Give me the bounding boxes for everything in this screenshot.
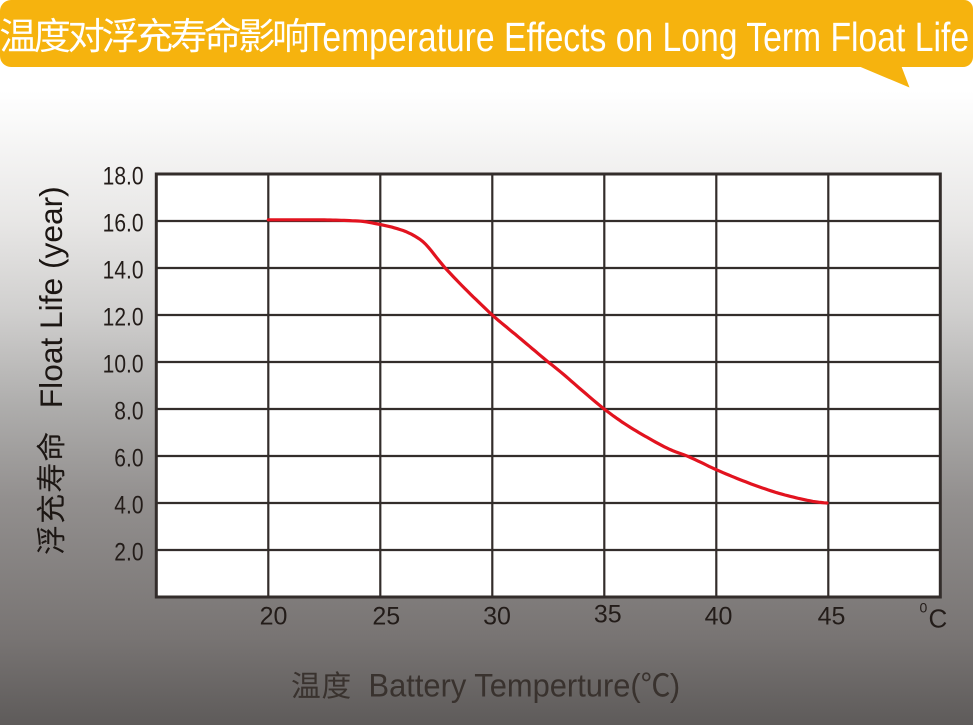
svg-text:14.0: 14.0	[103, 256, 144, 284]
svg-text:18.0: 18.0	[103, 162, 144, 190]
svg-text:6.0: 6.0	[114, 444, 143, 472]
svg-text:4.0: 4.0	[114, 491, 143, 519]
svg-text:8.0: 8.0	[114, 397, 143, 425]
svg-text:Battery Temperture(: Battery Temperture(	[369, 667, 642, 704]
svg-text:Temperature Effects on Long Te: Temperature Effects on Long Term Float L…	[306, 14, 970, 60]
svg-text:2.0: 2.0	[114, 538, 143, 566]
svg-text:10.0: 10.0	[103, 350, 144, 378]
svg-text:20: 20	[260, 603, 288, 631]
svg-text:Float Life (year): Float Life (year)	[33, 186, 69, 408]
svg-text:40: 40	[705, 603, 733, 631]
svg-text:25: 25	[372, 603, 400, 631]
svg-text:45: 45	[818, 603, 846, 631]
svg-text:): )	[670, 667, 680, 704]
svg-text:16.0: 16.0	[103, 209, 144, 237]
svg-text:35: 35	[594, 601, 622, 629]
svg-text:0: 0	[920, 600, 928, 616]
svg-text:12.0: 12.0	[103, 303, 144, 331]
svg-text:30: 30	[483, 603, 511, 631]
svg-text:C: C	[929, 604, 948, 634]
